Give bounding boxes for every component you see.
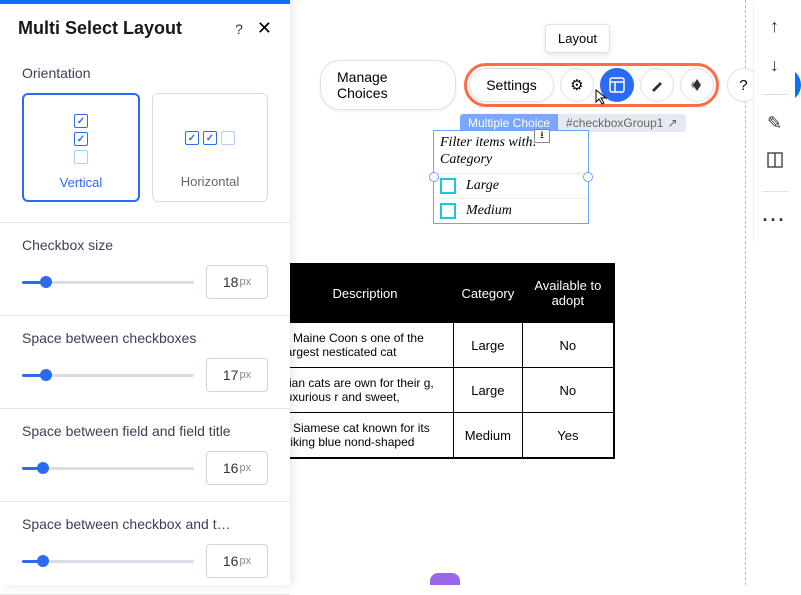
checkbox-icon[interactable] [440,203,456,219]
slider-label: Space between checkboxes [22,330,268,346]
checkbox-item[interactable]: Medium [434,198,588,223]
table-header: Description [277,264,454,323]
orientation-horizontal[interactable]: Horizontal [152,93,268,202]
animation-icon[interactable] [680,68,714,102]
slider-track[interactable] [22,467,194,470]
orientation-vertical-label: Vertical [24,175,138,190]
table-row: e Siamese cat known for its triking blue… [277,413,614,458]
slider-thumb[interactable] [37,462,49,474]
brush-icon[interactable] [640,68,674,102]
checkbox-group-title: Filter items with: Category [434,131,588,173]
layout-tooltip: Layout [545,24,610,53]
highlighted-toolbar-group: Settings ⚙ [464,63,719,107]
slider-thumb[interactable] [40,276,52,288]
more-icon[interactable]: ··· [763,210,787,231]
table-row: sian cats are own for their g, luxurious… [277,368,614,413]
table-row: e Maine Coon s one of the largest nestic… [277,323,614,368]
slider-value-input[interactable]: 17px [206,358,268,392]
checkbox-icon[interactable] [440,178,456,194]
table-header: Category [453,264,522,323]
arrow-up-icon[interactable]: ↑ [770,16,779,37]
element-toolbar: Manage Choices Settings ⚙ ? [320,60,801,110]
slider-thumb[interactable] [37,555,49,567]
slider-thumb[interactable] [40,369,52,381]
close-icon[interactable]: ✕ [257,18,272,39]
panel-help-icon[interactable]: ? [235,21,243,37]
checkbox-group-widget[interactable]: ⭳ Filter items with: Category Large Medi… [433,130,589,224]
gear-icon[interactable]: ⚙ [560,68,594,102]
table-header: Available to adopt [522,264,613,323]
orientation-label: Orientation [22,65,268,81]
slider-track[interactable] [22,374,194,377]
arrow-down-icon[interactable]: ↓ [770,55,779,76]
manage-choices-button[interactable]: Manage Choices [320,60,456,110]
panels-icon[interactable] [767,152,783,173]
slider-track[interactable] [22,281,194,284]
slider-label: Checkbox size [22,237,268,253]
settings-button[interactable]: Settings [469,68,554,102]
checkbox-item[interactable]: Large [434,173,588,198]
data-table: Description Category Available to adopt … [275,263,615,459]
bottom-handle[interactable] [430,573,460,585]
orientation-horizontal-label: Horizontal [153,174,267,189]
slider-label: Space between checkbox and t… [22,516,268,532]
right-toolbar: ↑ ↓ ✎ ··· [753,6,795,241]
slider-label: Space between field and field title [22,423,268,439]
slider-value-input[interactable]: 18px [206,265,268,299]
checkbox-label: Large [466,178,499,194]
resize-handle-icon[interactable]: ⭳ [534,129,550,143]
layout-panel: Multi Select Layout ? ✕ Orientation Vert… [0,0,290,585]
slider-value-input[interactable]: 16px [206,451,268,485]
panel-title: Multi Select Layout [18,18,182,39]
orientation-vertical[interactable]: Vertical [22,93,140,202]
slider-track[interactable] [22,560,194,563]
pencil-icon[interactable]: ✎ [767,113,782,134]
checkbox-label: Medium [466,203,512,219]
layout-icon[interactable] [600,68,634,102]
slider-value-input[interactable]: 16px [206,544,268,578]
